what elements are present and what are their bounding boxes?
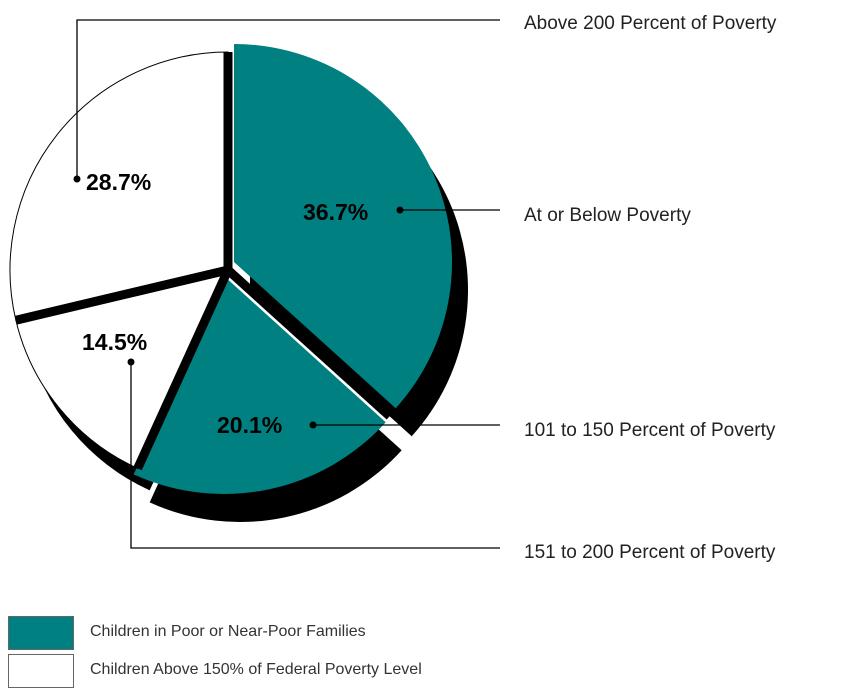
legend-label: Children Above 150% of Federal Poverty L…	[90, 661, 422, 678]
legend-item-poor-near-poor: Children in Poor or Near-Poor Families	[8, 616, 608, 650]
slice-separator	[133, 268, 233, 471]
callout-label-above-200: Above 200 Percent of Poverty	[524, 13, 777, 34]
slice-value-label-at-or-below: 36.7%	[303, 199, 368, 225]
pie-slices	[9, 44, 453, 494]
pie-slice-at-or-below	[234, 44, 453, 409]
pie-slice-151-200	[15, 269, 229, 470]
slice-value-label-101-150: 20.1%	[217, 412, 282, 438]
leader-at-or-below-dot	[396, 206, 404, 214]
legend-swatch-white	[8, 654, 74, 688]
slice-value-label-above-200: 28.7%	[86, 169, 151, 195]
slice-separator	[14, 265, 230, 325]
callout-label-at-or-below: At or Below Poverty	[524, 205, 691, 226]
legend-label: Children in Poor or Near-Poor Families	[90, 623, 366, 640]
slice-separator	[224, 266, 393, 420]
slice-value-label-151-200: 14.5%	[82, 329, 147, 355]
leader-151-200-dot	[127, 358, 135, 366]
legend-item-above-150: Children Above 150% of Federal Poverty L…	[8, 654, 608, 688]
leader-above-200	[76, 19, 500, 179]
leader-above-200-dot	[73, 175, 81, 183]
callout-leaders	[73, 19, 500, 549]
leader-151-200	[130, 362, 500, 549]
pie-slice-101-150	[133, 276, 386, 494]
leader-101-150-dot	[309, 421, 317, 429]
callout-label-151-200: 151 to 200 Percent of Poverty	[524, 542, 776, 563]
legend-swatch-teal	[8, 616, 74, 650]
pie-labels: 36.7% 20.1% 14.5% 28.7% Above 200 Percen…	[82, 13, 777, 563]
pie-slice-above-200	[9, 51, 229, 321]
callout-label-101-150: 101 to 150 Percent of Poverty	[524, 420, 776, 441]
